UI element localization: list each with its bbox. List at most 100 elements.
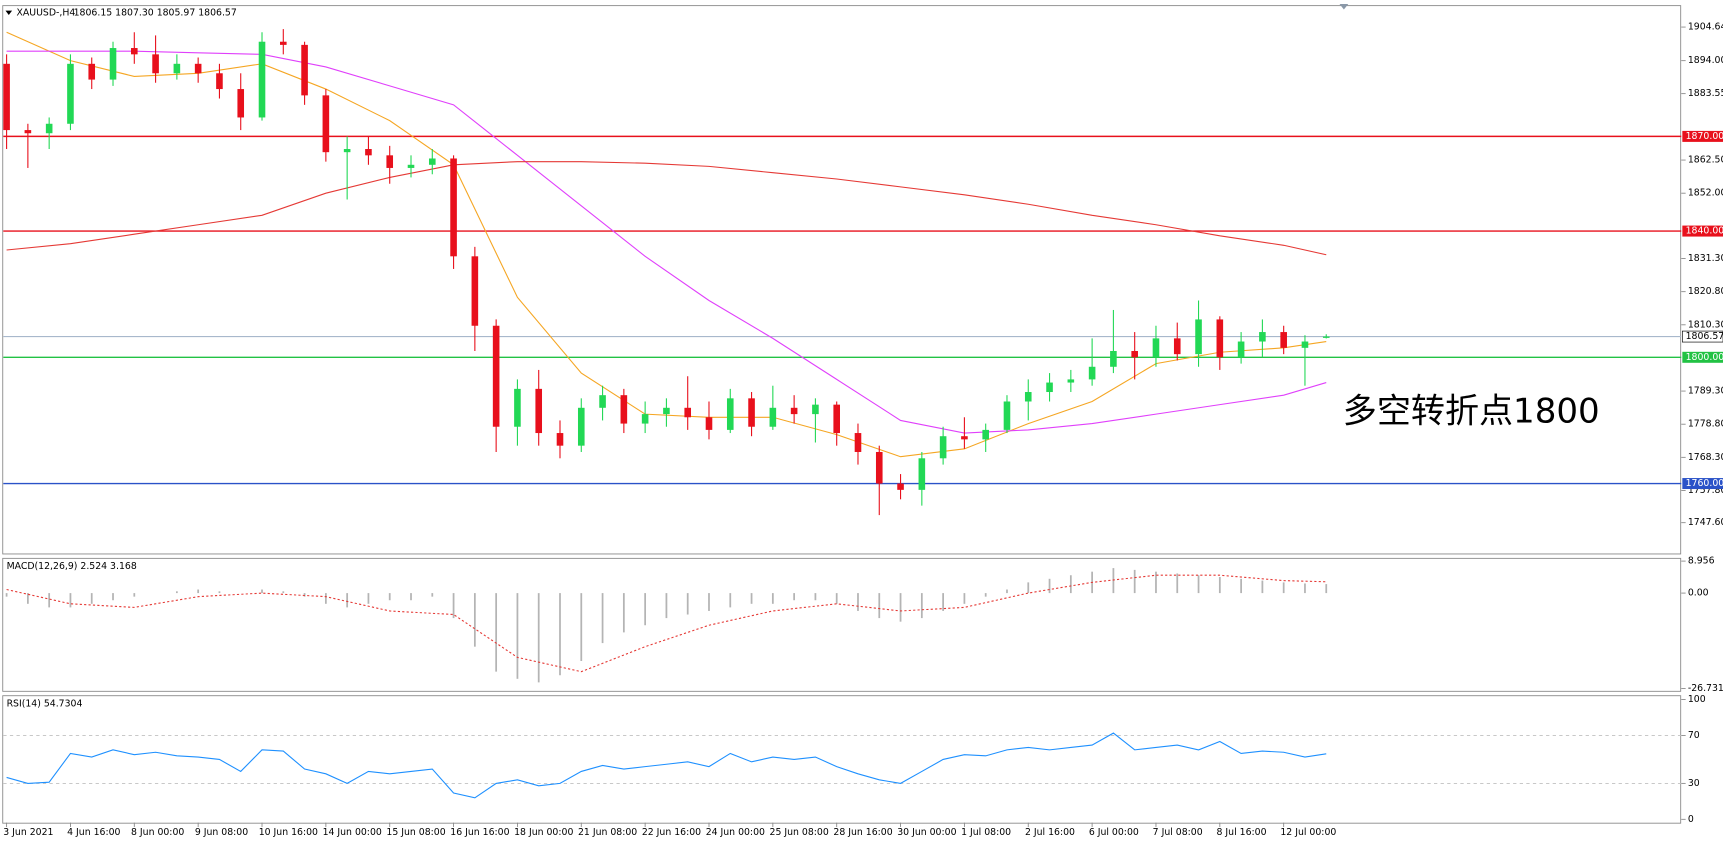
candle-body [1216, 319, 1224, 358]
candle-body [726, 398, 734, 430]
y-tick-label: 1810.30 [1688, 319, 1723, 330]
candle-body [1301, 341, 1309, 348]
candle-body [131, 48, 138, 55]
x-tick-label: 25 Jun 08:00 [770, 827, 829, 838]
candle-body [918, 458, 926, 490]
y-tick-label: 1789.30 [1688, 386, 1723, 397]
quote: 1806.15 1807.30 1805.97 1806.57 [74, 7, 237, 18]
candle-body [684, 407, 692, 418]
level-label: 1840.00 [1686, 226, 1723, 237]
level-label-box [1682, 351, 1723, 363]
rsi-pane [2, 695, 1682, 824]
y-tick-label: 1831.30 [1688, 253, 1723, 264]
moving-average [6, 31, 1327, 458]
y-tick-label: 1820.80 [1688, 286, 1723, 297]
x-tick-label: 8 Jul 16:00 [1217, 827, 1267, 838]
candle-body [428, 158, 436, 165]
candle-body [24, 130, 32, 134]
candle-body [748, 398, 755, 427]
candle-body [833, 404, 840, 434]
x-tick-label: 12 Jul 00:00 [1280, 827, 1336, 838]
y-tick-label: 1757.80 [1688, 485, 1723, 496]
candle-body [152, 54, 159, 74]
y-tick-label: 100 [1688, 694, 1706, 705]
x-tick-label: 28 Jun 16:00 [833, 827, 892, 838]
level-label-box [1682, 225, 1723, 237]
symbol-title: XAUUSD-,H4 [16, 7, 75, 18]
candle-body [854, 433, 862, 452]
candle-body [897, 483, 904, 490]
level-label-box [1682, 478, 1723, 490]
main-pane [2, 5, 1682, 555]
candle-body [322, 95, 330, 153]
candle-body [1259, 332, 1266, 342]
candle-body [620, 395, 628, 424]
candle-body [407, 164, 415, 168]
candle-body [961, 436, 968, 440]
moving-average [6, 50, 1327, 434]
candle-body [1024, 392, 1032, 402]
x-tick-label: 9 Jun 08:00 [195, 827, 248, 838]
annotation: 多空转折点1800 [1343, 391, 1600, 431]
y-tick-label: 1862.50 [1688, 155, 1723, 166]
x-tick-label: 30 Jun 00:00 [897, 827, 956, 838]
y-tick-label: -26.731 [1688, 683, 1723, 694]
candle-body [514, 388, 521, 427]
candle-body [194, 63, 202, 74]
candle-body [1237, 341, 1245, 358]
x-tick-label: 3 Jun 2021 [3, 827, 53, 838]
x-tick-label: 15 Jun 08:00 [386, 827, 445, 838]
candle-body [301, 44, 308, 96]
y-tick-label: 1852.00 [1688, 188, 1723, 199]
y-tick-label: 70 [1688, 730, 1700, 741]
candle-body [705, 417, 713, 430]
x-tick-label: 7 Jul 08:00 [1153, 827, 1203, 838]
x-tick-label: 8 Jun 00:00 [131, 827, 184, 838]
y-tick-label: 1778.80 [1688, 419, 1723, 430]
candle-body [641, 414, 649, 424]
candle-body [939, 436, 947, 459]
candle-body [769, 407, 777, 427]
level-label: 1870.00 [1686, 131, 1723, 142]
x-tick-label: 14 Jun 00:00 [323, 827, 382, 838]
candle-body [1280, 332, 1287, 348]
rsi-line [6, 732, 1327, 799]
candle-body [599, 395, 606, 408]
candle-body [556, 433, 564, 446]
level-label: 1760.00 [1686, 478, 1723, 489]
macd-title: MACD(12,26,9) 2.524 3.168 [7, 561, 137, 572]
rsi-title: RSI(14) 54.7304 [7, 698, 83, 709]
y-tick-label: 1883.55 [1688, 88, 1723, 99]
y-tick-label: 30 [1688, 778, 1700, 789]
last-price-box [1682, 330, 1723, 343]
level-label-box [1682, 130, 1723, 142]
x-tick-label: 18 Jun 00:00 [514, 827, 573, 838]
candle-body [365, 149, 372, 156]
candle-body [812, 404, 819, 415]
x-tick-label: 6 Jul 00:00 [1089, 827, 1139, 838]
y-tick-label: 0.00 [1688, 588, 1709, 599]
macd-signal [6, 574, 1327, 673]
y-tick-label: 1747.60 [1688, 517, 1723, 528]
candle-body [790, 407, 798, 415]
last-price-label: 1806.57 [1686, 331, 1723, 342]
candle-body [258, 41, 266, 118]
candle-body [875, 451, 883, 484]
level-label: 1800.00 [1686, 352, 1723, 363]
candle-body [492, 325, 500, 427]
candle-body [982, 429, 989, 440]
x-tick-label: 1 Jul 08:00 [961, 827, 1011, 838]
y-tick-label: 1904.64 [1688, 22, 1723, 33]
x-tick-label: 24 Jun 00:00 [706, 827, 765, 838]
candle-body [109, 48, 117, 80]
candle-body [1322, 336, 1330, 338]
menu-arrow [5, 10, 13, 15]
x-tick-label: 22 Jun 16:00 [642, 827, 701, 838]
candle-body [216, 73, 223, 90]
candle-body [1046, 382, 1053, 393]
candle-body [1003, 401, 1011, 430]
candle-body [45, 123, 53, 134]
